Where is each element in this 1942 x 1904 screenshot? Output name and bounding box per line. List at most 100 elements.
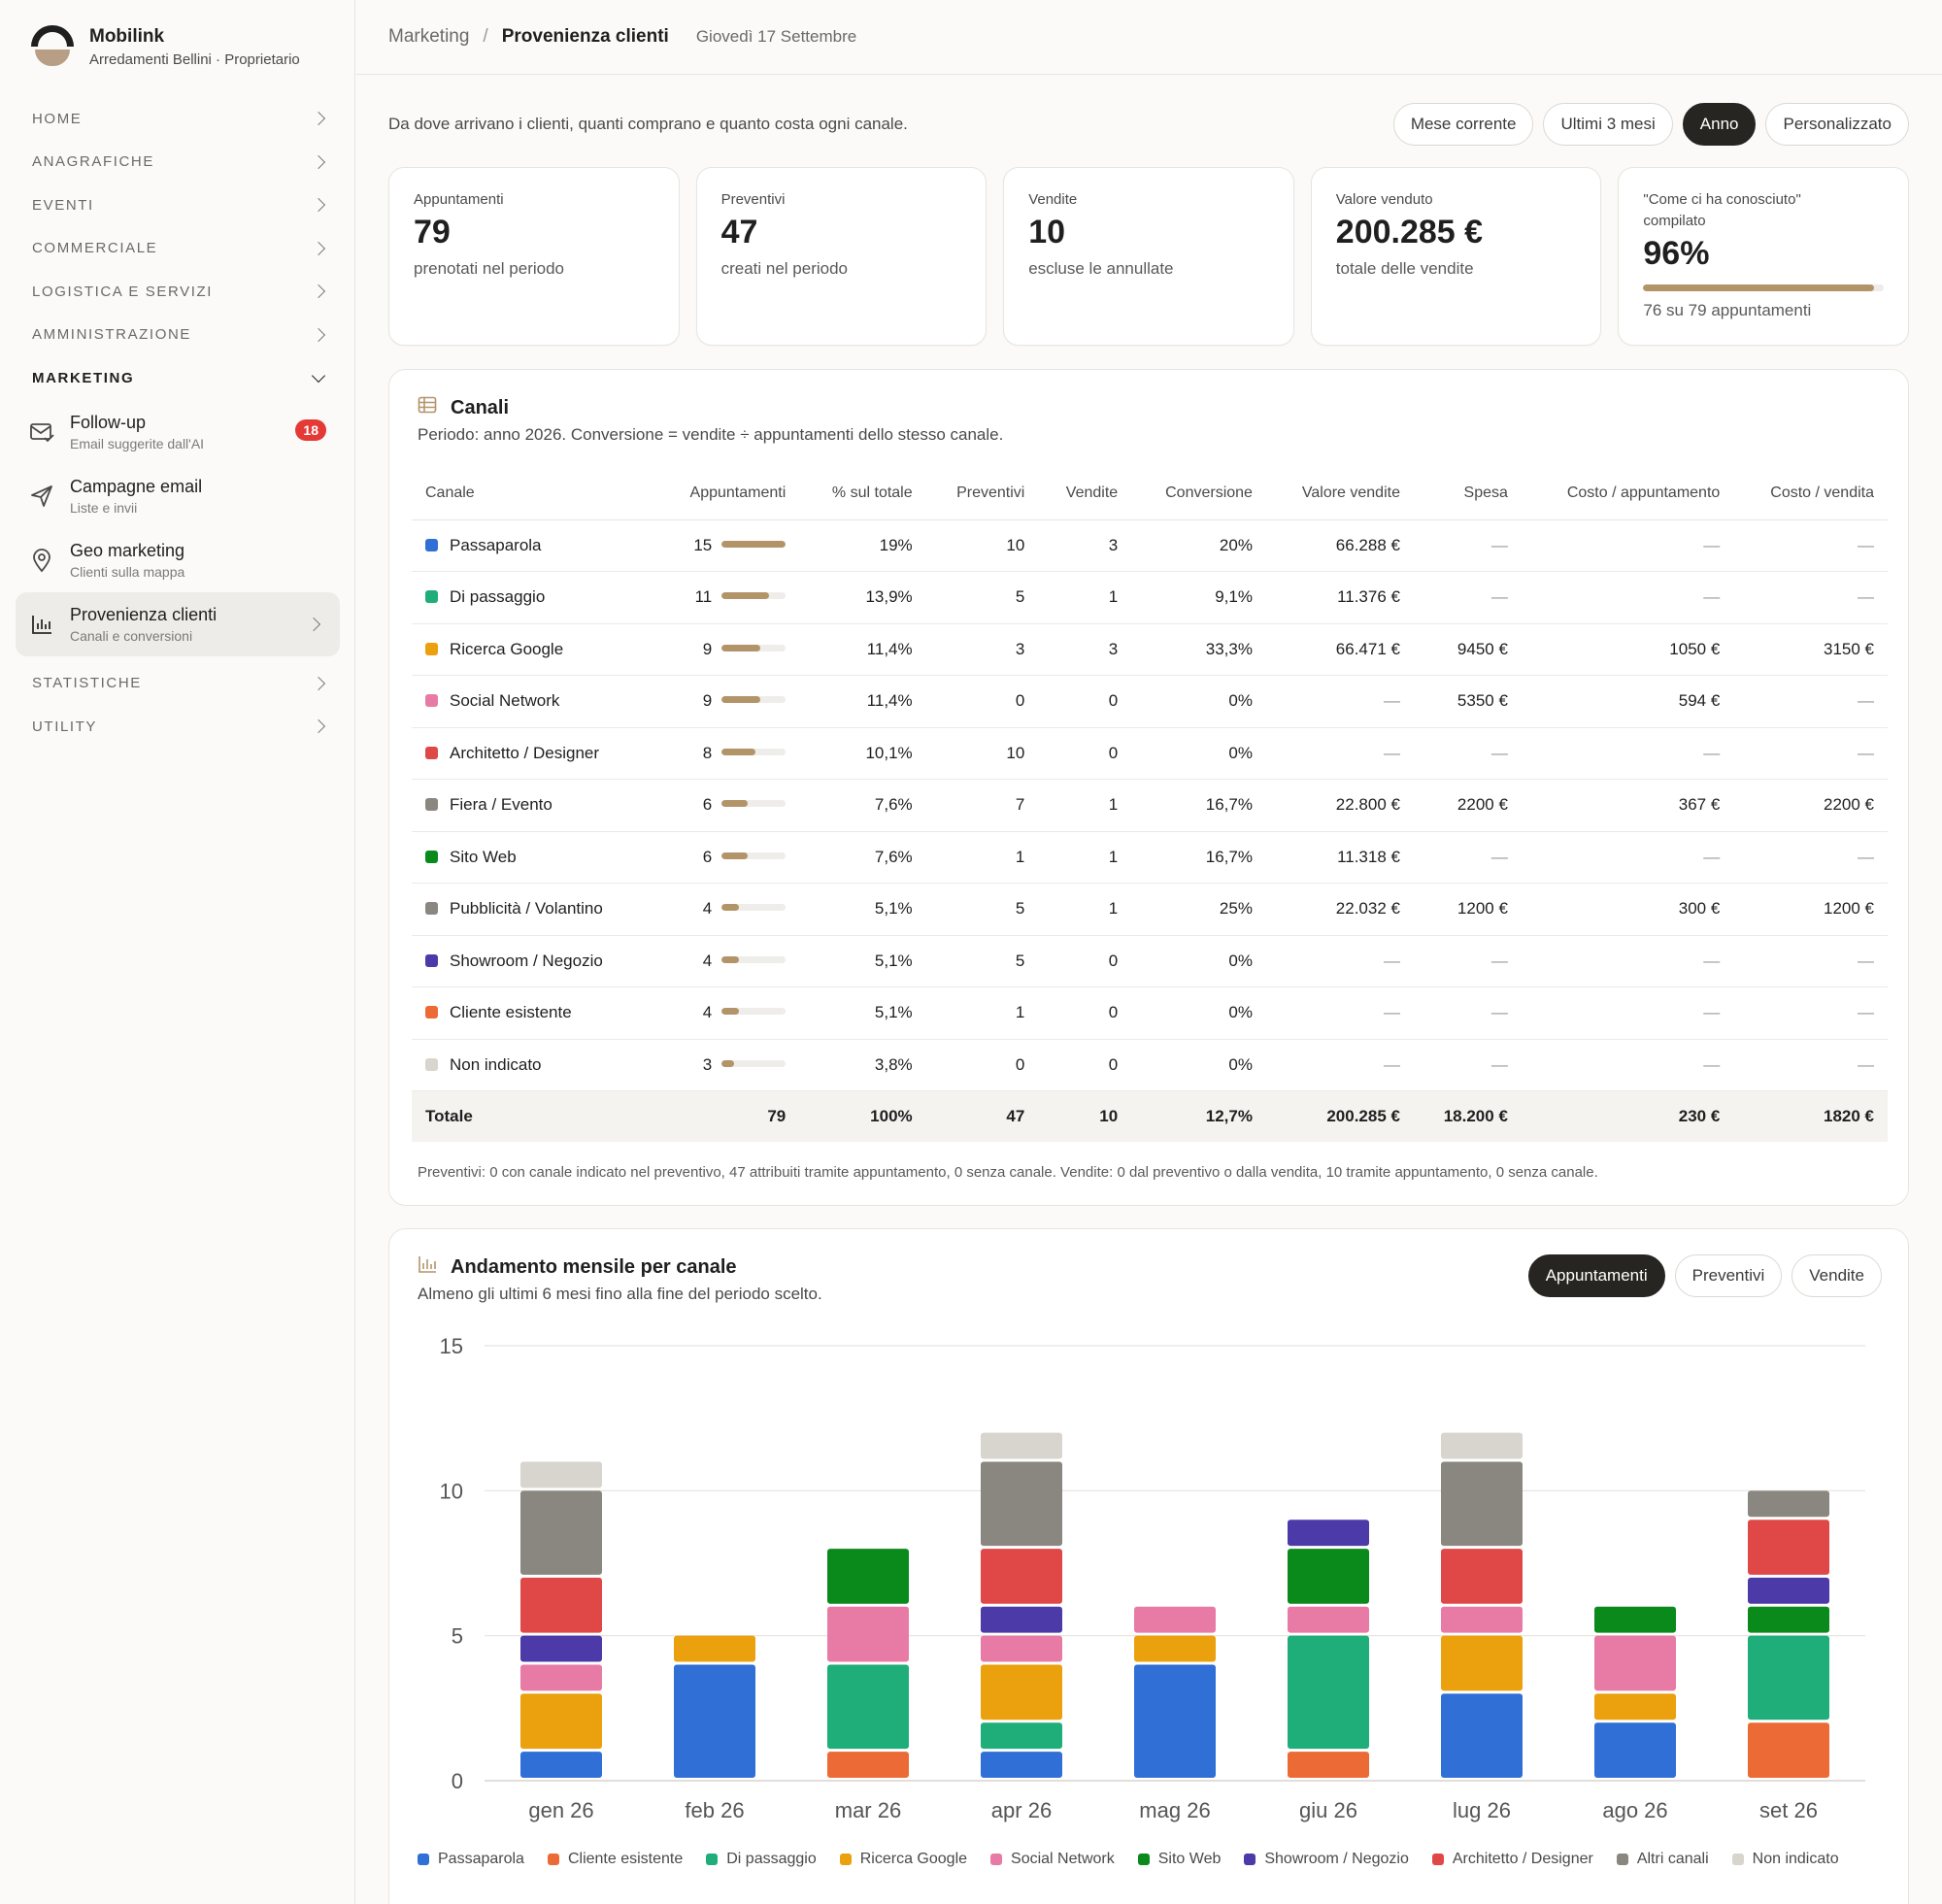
table-row[interactable]: Architetto / Designer 8 10,1% 10 0 0% — — — —	[412, 727, 1888, 780]
column-header[interactable]: Costo / vendita	[1733, 467, 1888, 520]
metric-option-vendite[interactable]: Vendite	[1791, 1254, 1882, 1297]
sales-cell: 0	[1038, 1039, 1132, 1091]
legend-item[interactable]: Di passaggio	[706, 1851, 817, 1868]
table-row[interactable]: Di passaggio 11 13,9% 5 1 9,1% 11.376 € — — —	[412, 571, 1888, 624]
cost-per-appointment-cell: —	[1521, 519, 1734, 572]
chevron-right-icon	[311, 327, 326, 342]
card-title-text: Canali	[451, 396, 510, 418]
total-value: 230 €	[1521, 1090, 1734, 1142]
period-option-ultimi-3-mesi[interactable]: Ultimi 3 mesi	[1543, 103, 1673, 146]
cost-per-sale-cell: —	[1733, 1039, 1888, 1091]
channel-name: Di passaggio	[450, 587, 546, 607]
legend-item[interactable]: Altri canali	[1616, 1851, 1709, 1868]
breadcrumb-marketing[interactable]: Marketing	[388, 26, 470, 47]
quotes-cell: 1	[925, 831, 1039, 884]
column-header[interactable]: Valore vendite	[1265, 467, 1414, 520]
sidebar-item-provenienza-clienti[interactable]: Provenienza clienti Canali e conversioni	[16, 591, 340, 656]
table-row[interactable]: Ricerca Google 9 11,4% 3 3 33,3% 66.471 €9450 …	[412, 623, 1888, 676]
table-row[interactable]: Showroom / Negozio 4 5,1% 5 0 0% — — — —	[412, 935, 1888, 987]
channel-name-cell: Non indicato	[412, 1039, 654, 1091]
appointments-cell: 9	[654, 623, 800, 676]
spend-cell: —	[1413, 727, 1522, 780]
kpi-desc: creati nel periodo	[720, 259, 849, 278]
legend-item[interactable]: Social Network	[990, 1851, 1115, 1868]
sales-value-cell: —	[1265, 935, 1414, 987]
spend-cell: 5350 €	[1413, 675, 1522, 728]
share-bar	[721, 1059, 787, 1067]
sidebar-item-geo-marketing[interactable]: Geo marketing Clienti sulla mappa	[16, 528, 340, 592]
metric-option-appuntamenti[interactable]: Appuntamenti	[1527, 1254, 1665, 1297]
period-option-personalizzato[interactable]: Personalizzato	[1765, 103, 1909, 146]
nav-section-eventi[interactable]: EVENTI	[16, 184, 340, 227]
legend-label: Di passaggio	[726, 1851, 817, 1867]
bar-segment	[1288, 1635, 1369, 1750]
sidebar-item-follow-up[interactable]: Follow-up Email suggerite dall'AI 18	[16, 400, 340, 464]
chevron-right-icon	[311, 112, 326, 126]
column-header[interactable]: Vendite	[1038, 467, 1132, 520]
bar-segment	[981, 1461, 1062, 1547]
spend-cell: —	[1413, 831, 1522, 884]
kpi-value: 200.285 €	[1335, 214, 1484, 251]
period-option-mese-corrente[interactable]: Mese corrente	[1392, 103, 1534, 146]
chevron-right-icon	[311, 154, 326, 169]
bar-segment	[1748, 1490, 1829, 1518]
chevron-down-icon	[311, 368, 326, 383]
breadcrumb-separator: /	[483, 26, 488, 47]
column-header[interactable]: % sul totale	[799, 467, 926, 520]
nav-section-commerciale[interactable]: COMMERCIALE	[16, 227, 340, 271]
table-row[interactable]: Pubblicità / Volantino 4 5,1% 5 1 25% 22.032 €…	[412, 883, 1888, 936]
legend-item[interactable]: Ricerca Google	[839, 1851, 968, 1868]
cost-per-appointment-cell: —	[1521, 1039, 1734, 1091]
channel-name: Passaparola	[450, 535, 542, 554]
legend-item[interactable]: Passaparola	[418, 1851, 524, 1868]
table-row[interactable]: Social Network 9 11,4% 0 0 0% —5350 €594 € —	[412, 675, 1888, 728]
kpi-desc: totale delle vendite	[1335, 259, 1474, 278]
table-row[interactable]: Cliente esistente 4 5,1% 1 0 0% — — — —	[412, 986, 1888, 1040]
nav-section-utility[interactable]: UTILITY	[16, 705, 340, 749]
column-header[interactable]: Preventivi	[925, 467, 1039, 520]
legend-label: Ricerca Google	[859, 1851, 968, 1867]
sales-cell: 3	[1038, 623, 1132, 676]
sidebar-item-campagne-email[interactable]: Campagne email Liste e invii	[16, 464, 340, 528]
nav-section-marketing[interactable]: MARKETING	[16, 356, 340, 400]
share-bar	[721, 540, 787, 548]
column-header[interactable]: Canale	[412, 467, 654, 520]
nav-section-logistica[interactable]: LOGISTICA E SERVIZI	[16, 270, 340, 314]
nav-section-home[interactable]: HOME	[16, 97, 340, 141]
metric-option-preventivi[interactable]: Preventivi	[1674, 1254, 1783, 1297]
page-title: Provenienza clienti	[501, 26, 669, 47]
legend-item[interactable]: Showroom / Negozio	[1244, 1851, 1409, 1868]
share-bar	[721, 644, 787, 651]
share-cell: 11,4%	[799, 675, 926, 728]
bar-segment	[1134, 1635, 1216, 1662]
share-bar	[721, 1008, 787, 1016]
legend-item[interactable]: Non indicato	[1731, 1851, 1839, 1868]
legend-label: Altri canali	[1636, 1851, 1709, 1867]
sidebar: Mobilink Arredamenti Bellini · Proprieta…	[0, 0, 355, 1904]
column-header[interactable]: Costo / appuntamento	[1521, 467, 1734, 520]
table-row[interactable]: Fiera / Evento 6 7,6% 7 1 16,7% 22.800 €2200 €…	[412, 779, 1888, 832]
column-header[interactable]: Appuntamenti	[654, 467, 800, 520]
nav-section-amministrazione[interactable]: AMMINISTRAZIONE	[16, 314, 340, 357]
kpi-compilazione: "Come ci ha conosciuto" compilato 96% 76…	[1618, 167, 1909, 346]
column-header[interactable]: Conversione	[1131, 467, 1266, 520]
legend-item[interactable]: Architetto / Designer	[1431, 1851, 1593, 1868]
legend-item[interactable]: Sito Web	[1137, 1851, 1221, 1868]
channel-color-swatch	[425, 746, 438, 759]
kpi-value: 79	[414, 214, 451, 251]
total-value: 79	[654, 1090, 800, 1142]
table-row[interactable]: Sito Web 6 7,6% 1 1 16,7% 11.318 € — — —	[412, 831, 1888, 884]
nav-section-statistiche[interactable]: STATISTICHE	[16, 662, 340, 706]
appointments-value: 4	[702, 951, 713, 970]
legend-item[interactable]: Cliente esistente	[547, 1851, 683, 1868]
table-row[interactable]: Passaparola 15 19% 10 3 20% 66.288 € — — —	[412, 519, 1888, 572]
column-header[interactable]: Spesa	[1413, 467, 1522, 520]
nav-section-anagrafiche[interactable]: ANAGRAFICHE	[16, 141, 340, 184]
sales-value-cell: 11.376 €	[1265, 571, 1414, 624]
sidebar-item-desc: Clienti sulla mappa	[70, 563, 185, 580]
table-row[interactable]: Non indicato 3 3,8% 0 0 0% — — — —	[412, 1039, 1888, 1091]
period-option-anno[interactable]: Anno	[1682, 103, 1757, 146]
brand[interactable]: Mobilink Arredamenti Bellini · Proprieta…	[31, 25, 300, 68]
share-bar	[721, 852, 787, 859]
cost-per-sale-cell: —	[1733, 831, 1888, 884]
